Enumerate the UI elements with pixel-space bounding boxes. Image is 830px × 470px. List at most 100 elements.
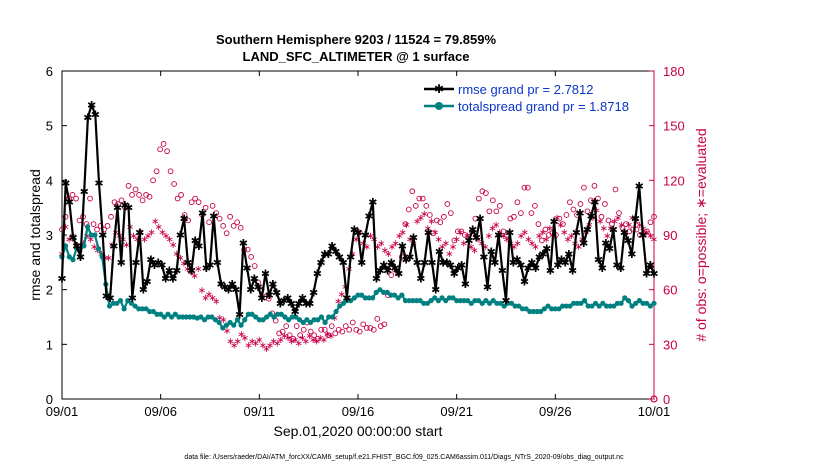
totalspread-point xyxy=(508,300,515,306)
obs-possible-point xyxy=(349,319,356,326)
totalspread-point xyxy=(205,314,211,320)
rmse-point: ✱ xyxy=(420,256,429,269)
rmse-point: ✱ xyxy=(135,226,144,239)
obs-possible-point xyxy=(157,146,163,153)
totalspread-point xyxy=(318,314,325,320)
y-left-tick-label: 6 xyxy=(46,64,53,79)
rmse-point: ✱ xyxy=(298,292,307,305)
obs-possible-point xyxy=(605,217,612,224)
rmse-point: ✱ xyxy=(579,237,588,250)
rmse-point: ✱ xyxy=(479,251,488,264)
totalspread-point xyxy=(201,317,208,323)
rmse-point: ✱ xyxy=(102,290,111,303)
totalspread-point xyxy=(249,311,255,317)
totalspread-point xyxy=(439,295,445,301)
obs-possible-point xyxy=(234,219,240,226)
obs-possible-point xyxy=(609,221,615,227)
obs-evaluated-point: ∗ xyxy=(553,213,561,224)
totalspread-point xyxy=(300,319,306,326)
obs-possible-point xyxy=(598,213,605,220)
totalspread-point xyxy=(563,303,569,309)
totalspread-point xyxy=(625,298,632,304)
obs-evaluated-point: ∗ xyxy=(539,227,547,238)
obs-evaluated-point: ∗ xyxy=(567,231,575,242)
totalspread-point xyxy=(169,314,175,320)
rmse-point: ✱ xyxy=(290,306,299,319)
rmse-point: ✱ xyxy=(272,286,281,299)
totalspread-point xyxy=(88,232,94,238)
rmse-point: ✱ xyxy=(575,207,584,220)
totalspread-point xyxy=(512,303,518,309)
obs-evaluated-point: ∗ xyxy=(201,293,209,304)
obs-evaluated-point: ∗ xyxy=(108,240,116,251)
totalspread-point xyxy=(636,298,642,304)
totalspread-point xyxy=(380,289,387,295)
obs-evaluated-point: ∗ xyxy=(208,293,216,304)
totalspread-point xyxy=(556,306,562,312)
obs-possible-point xyxy=(178,192,184,198)
totalspread-point xyxy=(282,314,288,320)
totalspread-point xyxy=(132,303,138,309)
obs-evaluated-point: ∗ xyxy=(384,249,392,260)
y-right-tick-label: 60 xyxy=(663,283,677,298)
totalspread-point xyxy=(209,314,215,320)
totalspread-series xyxy=(59,223,657,331)
obs-evaluated-point: ∗ xyxy=(309,335,317,346)
totalspread-point xyxy=(391,292,398,298)
rmse-point: ✱ xyxy=(294,297,303,310)
totalspread-point xyxy=(629,303,635,309)
rmse-point: ✱ xyxy=(242,262,251,275)
obs-possible-point xyxy=(216,215,223,222)
obs-evaluated-point: ∗ xyxy=(607,224,615,235)
obs-evaluated-point: ∗ xyxy=(259,340,267,351)
rmse-point: ✱ xyxy=(590,196,599,209)
obs-evaluated-point: ∗ xyxy=(589,213,597,224)
totalspread-point xyxy=(560,303,566,309)
obs-evaluated-point: ∗ xyxy=(402,220,410,231)
x-axis-ticks: 09/01 09/06 09/11 09/16 09/21 09/26 10/01 xyxy=(46,71,670,419)
totalspread-point xyxy=(486,300,493,306)
totalspread-point xyxy=(523,306,529,312)
obs-evaluated-point: ∗ xyxy=(496,227,504,238)
totalspread-point xyxy=(136,306,142,312)
rmse-point: ✱ xyxy=(553,259,562,272)
obs-evaluated-point: ∗ xyxy=(237,329,245,340)
obs-possible-point xyxy=(577,201,584,207)
rmse-point: ✱ xyxy=(472,232,481,245)
totalspread-point xyxy=(384,289,390,295)
rmse-point: ✱ xyxy=(57,273,66,286)
obs-evaluated-point: ∗ xyxy=(144,231,152,242)
y-right-tick-label: 30 xyxy=(663,337,677,352)
rmse-point: ✱ xyxy=(527,256,536,269)
legend-spread-label: totalspread grand pr = 1.8718 xyxy=(458,99,629,114)
obs-possible-point xyxy=(87,195,93,202)
obs-possible-point xyxy=(500,228,507,235)
rmse-point: ✱ xyxy=(438,256,447,269)
rmse-point: ✱ xyxy=(424,226,433,239)
obs-possible-point xyxy=(73,195,79,202)
obs-evaluated-point: ∗ xyxy=(151,216,159,227)
rmse-point: ✱ xyxy=(80,185,89,198)
obs-possible-point xyxy=(447,210,454,216)
obs-evaluated-point: ∗ xyxy=(460,238,468,249)
obs-evaluated-point: ∗ xyxy=(643,227,651,238)
totalspread-point xyxy=(395,295,401,301)
obs-possible-point xyxy=(139,197,146,204)
obs-evaluated-point: ∗ xyxy=(219,315,227,326)
obs-possible-point xyxy=(220,223,226,229)
obs-possible-point xyxy=(525,184,531,191)
totalspread-point xyxy=(128,300,135,306)
totalspread-point xyxy=(567,303,573,309)
obs-possible-point xyxy=(104,223,111,229)
rmse-point: ✱ xyxy=(450,267,459,280)
obs-evaluated-point: ∗ xyxy=(618,220,626,231)
obs-evaluated-point: ∗ xyxy=(191,271,199,282)
obs-evaluated-point: ∗ xyxy=(287,337,295,348)
rmse-point: ✱ xyxy=(464,234,473,247)
obs-evaluated-point: ∗ xyxy=(83,231,91,242)
obs-evaluated-point: ∗ xyxy=(165,235,173,246)
totalspread-point xyxy=(359,292,365,298)
totalspread-point xyxy=(596,303,602,309)
obs-possible-point xyxy=(567,199,573,206)
rmse-point: ✱ xyxy=(257,292,266,305)
